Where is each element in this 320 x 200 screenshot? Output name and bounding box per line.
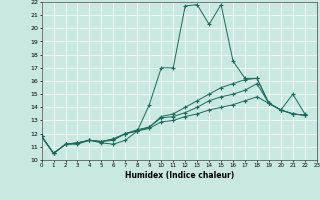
X-axis label: Humidex (Indice chaleur): Humidex (Indice chaleur): [124, 171, 234, 180]
